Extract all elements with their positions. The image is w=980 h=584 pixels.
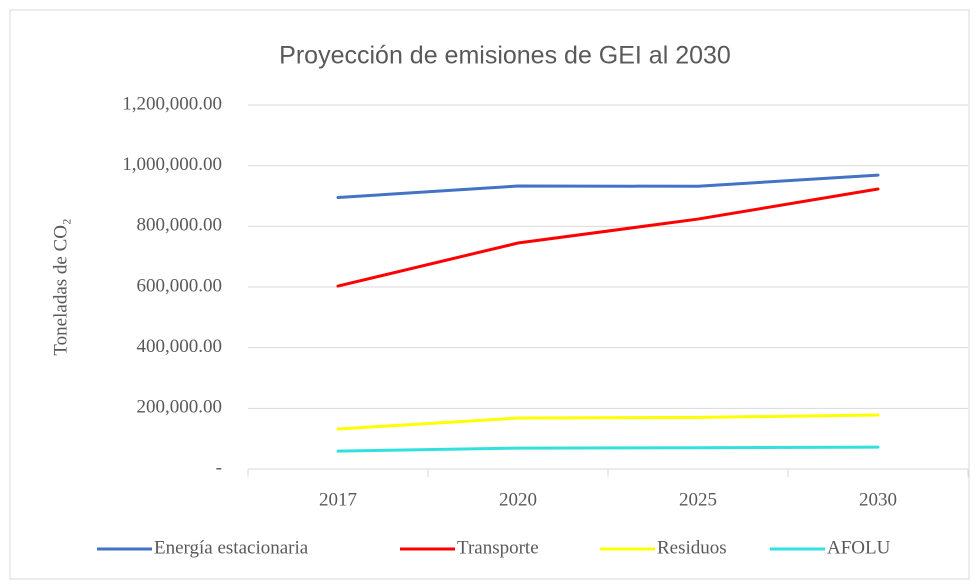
series-line bbox=[336, 187, 880, 288]
chart-title: Proyección de emisiones de GEI al 2030 bbox=[279, 42, 731, 70]
x-tick-label: 2025 bbox=[679, 489, 717, 510]
legend-label: Residuos bbox=[657, 537, 727, 558]
y-axis-label: Toneladas de CO₂ bbox=[50, 218, 71, 355]
legend-label: AFOLU bbox=[827, 537, 891, 558]
y-tick-label: 1,000,000.00 bbox=[122, 154, 222, 175]
legend-label: Transporte bbox=[457, 537, 539, 558]
y-tick-label: 1,200,000.00 bbox=[122, 93, 222, 114]
x-tick-label: 2017 bbox=[319, 489, 357, 510]
series-line bbox=[336, 445, 880, 453]
x-tick-label: 2020 bbox=[499, 489, 537, 510]
y-tick-label: - bbox=[216, 457, 222, 478]
series-line bbox=[336, 173, 880, 200]
x-tick-label: 2030 bbox=[859, 489, 897, 510]
y-tick-label: 200,000.00 bbox=[137, 397, 223, 418]
y-tick-label: 400,000.00 bbox=[137, 336, 223, 357]
y-tick-label: 600,000.00 bbox=[137, 275, 223, 296]
y-tick-label: 800,000.00 bbox=[137, 215, 223, 236]
series-line bbox=[336, 413, 880, 431]
legend-label: Energía estacionaria bbox=[154, 537, 309, 558]
